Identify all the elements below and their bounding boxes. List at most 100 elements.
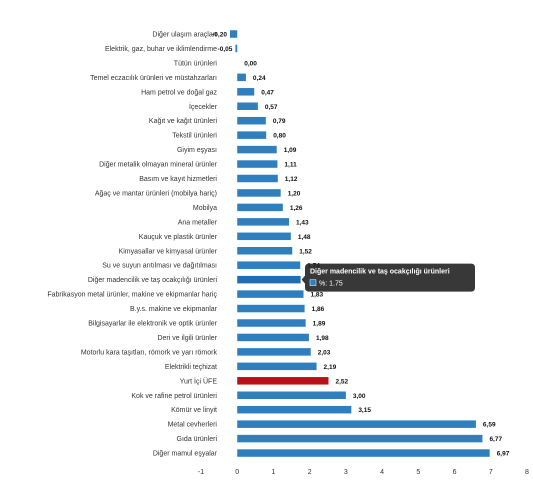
bar[interactable] <box>237 304 305 313</box>
bar[interactable] <box>237 348 311 356</box>
bar[interactable] <box>237 218 290 226</box>
category-label: İçecekler <box>189 102 218 111</box>
x-axis: -1 0 1 2 3 4 5 6 7 8 <box>198 469 529 476</box>
bar[interactable] <box>237 232 291 241</box>
value-label: 0,47 <box>261 89 274 96</box>
bar[interactable] <box>235 44 238 53</box>
value-label: 0,79 <box>273 118 286 125</box>
tooltip-title: Diğer madencilik ve taş ocakçılığı ürünl… <box>310 269 450 276</box>
category-label: Fabrikasyon metal ürünler, makine ve eki… <box>47 292 217 299</box>
bar[interactable] <box>237 174 278 183</box>
category-label: Tekstil ürünleri <box>172 133 217 140</box>
x-tick-label: 2 <box>308 469 312 476</box>
bar[interactable] <box>237 449 490 457</box>
bar-highlight[interactable] <box>237 377 329 385</box>
bar[interactable] <box>237 319 306 327</box>
value-label: 2,19 <box>324 364 337 371</box>
bar[interactable] <box>237 275 301 284</box>
value-label: 1,89 <box>313 321 326 328</box>
value-label: 1,43 <box>296 219 309 226</box>
value-label: 0,00 <box>244 60 257 67</box>
value-label: 1,11 <box>284 162 297 169</box>
bar[interactable] <box>237 160 278 168</box>
category-label: Kağıt ve kağıt ürünleri <box>149 118 218 125</box>
category-label: Diğer metalik olmayan mineral ürünler <box>99 162 218 169</box>
bar[interactable] <box>237 203 283 212</box>
bar[interactable] <box>237 420 476 428</box>
category-label: Basım ve kayıt hizmetleri <box>139 176 217 183</box>
value-label: 1,09 <box>284 147 297 154</box>
category-label: Gıda ürünleri <box>177 436 218 443</box>
bar[interactable] <box>237 145 277 154</box>
bar[interactable] <box>237 131 267 139</box>
category-label: Elektrik, gaz, buhar ve iklimlendirme <box>105 46 217 53</box>
bar[interactable] <box>237 434 483 443</box>
bar[interactable] <box>237 405 352 414</box>
bar[interactable] <box>237 247 293 255</box>
category-label: Giyim eşyası <box>177 147 217 154</box>
value-label: 6,97 <box>497 451 510 458</box>
category-label: Elektrikli teçhizat <box>165 364 217 371</box>
category-label: Yurt İçi ÜFE <box>180 376 218 385</box>
bar[interactable] <box>237 189 281 197</box>
tooltip-swatch <box>309 279 317 286</box>
value-label: 3,00 <box>353 393 366 400</box>
category-label: Motorlu kara taşıtları, römork ve yarı r… <box>81 349 218 356</box>
x-tick-label: 4 <box>380 469 384 476</box>
bar[interactable] <box>237 391 346 400</box>
value-label: 1,12 <box>285 176 298 183</box>
bar[interactable] <box>237 88 255 96</box>
tooltip-value: %: 1.75 <box>319 281 343 288</box>
category-label: Mobilya <box>193 205 217 212</box>
bar[interactable] <box>237 362 317 371</box>
x-tick-label: -1 <box>198 469 204 476</box>
value-label: 1,52 <box>299 248 312 255</box>
bars <box>229 30 490 457</box>
x-tick-label: 7 <box>489 469 493 476</box>
value-label: 3,15 <box>358 407 371 414</box>
category-label: Kimyasallar ve kimyasal ürünler <box>119 248 218 255</box>
category-labels: Diğer ulaşım araçları Elektrik, gaz, buha… <box>47 32 217 458</box>
category-label: Tütün ürünleri <box>174 60 218 67</box>
category-label: Ham petrol ve doğal gaz <box>141 89 217 96</box>
value-label: 0,24 <box>253 75 266 82</box>
value-label: 0,80 <box>273 133 286 140</box>
category-label: B.y.s. makine ve ekipmanlar <box>130 306 218 313</box>
category-label: Diğer mamul eşyalar <box>153 451 218 458</box>
bar[interactable] <box>229 30 238 38</box>
value-label: 1,83 <box>311 292 324 299</box>
x-tick-label: 3 <box>344 469 348 476</box>
category-label: Diğer ulaşım araçları <box>152 32 217 39</box>
value-label: 1,26 <box>290 205 303 212</box>
value-label: 2,03 <box>318 349 331 356</box>
value-label: 1,20 <box>288 190 301 197</box>
value-label: -0,05 <box>218 46 233 53</box>
category-label: Deri ve ilgili ürünler <box>157 335 217 342</box>
bar[interactable] <box>237 73 246 82</box>
x-tick-label: 6 <box>453 469 457 476</box>
bar[interactable] <box>237 116 266 125</box>
bar[interactable] <box>237 290 304 298</box>
category-label: Temel eczacılık ürünleri ve müstahzarlar… <box>90 75 217 82</box>
category-label: Ağaç ve mantar ürünleri (mobilya hariç) <box>95 190 217 197</box>
category-label: Kauçuk ve plastik ürünler <box>139 234 218 241</box>
x-tick-label: 5 <box>416 469 420 476</box>
value-label: 1,48 <box>298 234 311 241</box>
category-label: Ana metaller <box>178 219 218 226</box>
bar[interactable] <box>237 261 301 269</box>
bar[interactable] <box>237 333 309 342</box>
category-label: Metal cevherleri <box>168 422 218 429</box>
value-labels: -0,20 -0,05 0,00 0,24 0,47 0,57 0,79 0,80 1,09 1,… <box>212 32 510 458</box>
category-label: Diğer madencilik ve taş ocakçılığı ürünl… <box>88 277 218 284</box>
value-label: 1,98 <box>316 335 329 342</box>
tooltip-box <box>301 263 475 292</box>
bar[interactable] <box>237 102 258 111</box>
x-tick-label: 1 <box>271 469 275 476</box>
x-tick-label: 0 <box>235 469 239 476</box>
value-label: 2,52 <box>336 378 349 385</box>
category-label: Kok ve rafine petrol ürünleri <box>131 393 217 400</box>
value-label: 0,57 <box>265 104 278 111</box>
category-label: Su ve suyun arıtılması ve dağıtılması <box>102 263 217 270</box>
value-label: 6,59 <box>483 422 496 429</box>
